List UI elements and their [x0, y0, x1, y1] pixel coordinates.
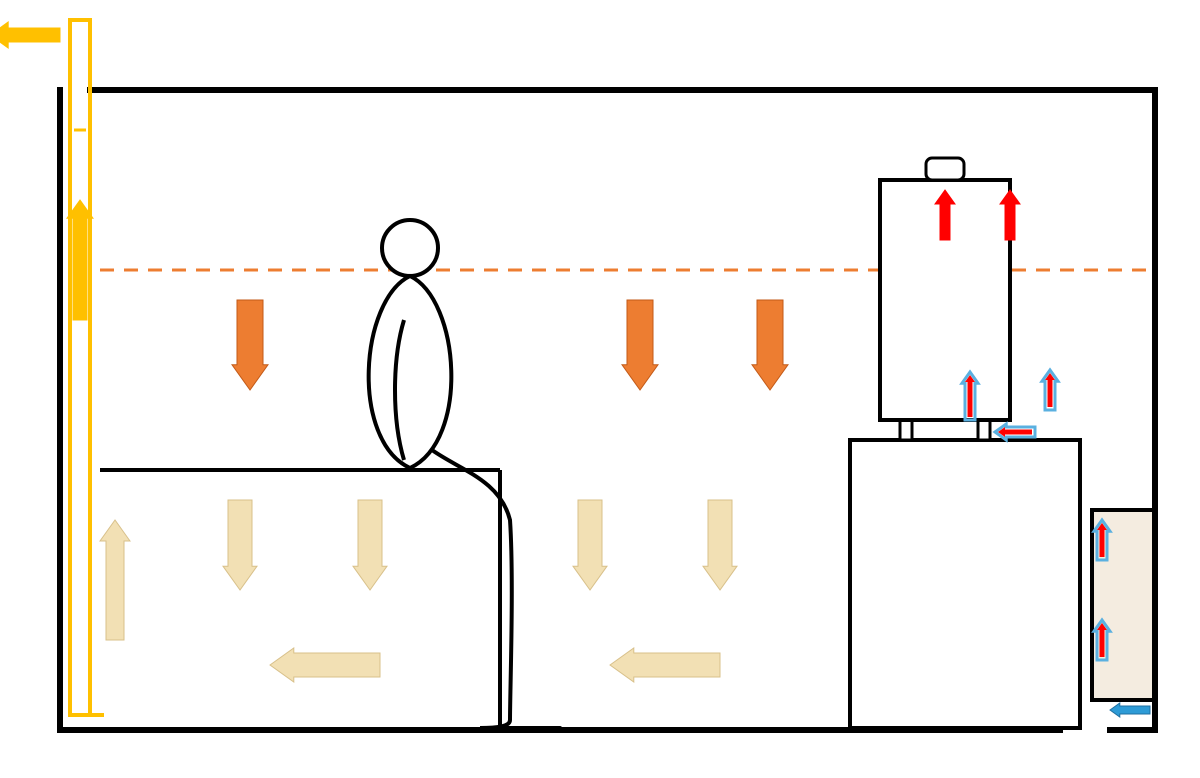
heater-cap — [926, 158, 964, 180]
cool-air-left-arrow — [270, 648, 380, 682]
heater-leg — [900, 420, 912, 440]
heater-leg — [978, 420, 990, 440]
cool-air-left-arrow — [610, 648, 720, 682]
stove-base — [850, 440, 1080, 728]
sauna-airflow-diagram — [0, 0, 1200, 778]
person-head — [382, 220, 438, 276]
